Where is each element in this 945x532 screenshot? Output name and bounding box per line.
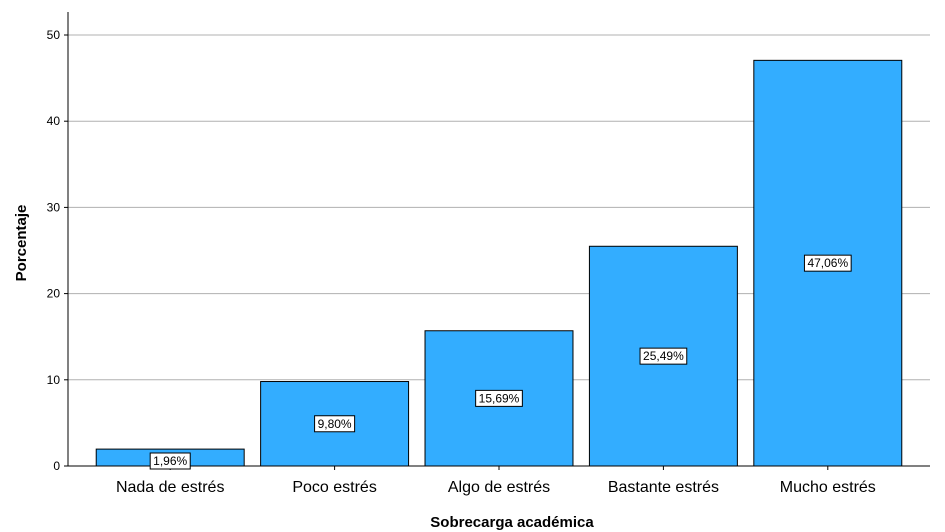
data-label-box bbox=[314, 415, 356, 433]
data-label: 25,49% bbox=[639, 347, 688, 365]
x-axis-title: Sobrecarga académica bbox=[430, 514, 594, 531]
y-tick-label: 30 bbox=[47, 200, 61, 214]
x-axis-categories: Nada de estrés Poco estrés Algo de estrés B… bbox=[116, 466, 876, 496]
data-label-box bbox=[639, 347, 688, 365]
y-tick-label: 10 bbox=[47, 373, 61, 387]
y-tick-label: 20 bbox=[47, 287, 61, 301]
data-label: 47,06% bbox=[803, 254, 852, 272]
data-label: 15,69% bbox=[475, 389, 523, 407]
data-label-text: 9,80% bbox=[318, 417, 352, 431]
data-label-text: 47,06% bbox=[807, 256, 848, 270]
x-tick-label: Bastante estrés bbox=[608, 479, 719, 496]
y-axis-ticks: 0 10 20 30 40 50 bbox=[47, 28, 68, 473]
y-axis-title: Porcentaje bbox=[13, 205, 30, 282]
x-tick-label: Mucho estrés bbox=[780, 479, 876, 496]
data-label-box bbox=[149, 452, 191, 470]
data-label-text: 25,49% bbox=[643, 349, 684, 363]
y-tick-label: 0 bbox=[53, 459, 60, 473]
data-labels: 1,96% 9,80% 15,69% 25,49% 47,06% bbox=[149, 254, 852, 470]
data-label: 9,80% bbox=[314, 415, 356, 433]
x-tick-label: Nada de estrés bbox=[116, 479, 225, 496]
data-label-box bbox=[803, 254, 852, 272]
data-label-box bbox=[475, 389, 523, 407]
data-label-text: 15,69% bbox=[479, 391, 520, 405]
data-label: 1,96% bbox=[149, 452, 191, 470]
x-tick-label: Algo de estrés bbox=[448, 479, 550, 496]
data-label-text: 1,96% bbox=[153, 454, 187, 468]
y-tick-label: 40 bbox=[47, 114, 61, 128]
x-tick-label: Poco estrés bbox=[292, 479, 376, 496]
y-tick-label: 50 bbox=[47, 28, 61, 42]
